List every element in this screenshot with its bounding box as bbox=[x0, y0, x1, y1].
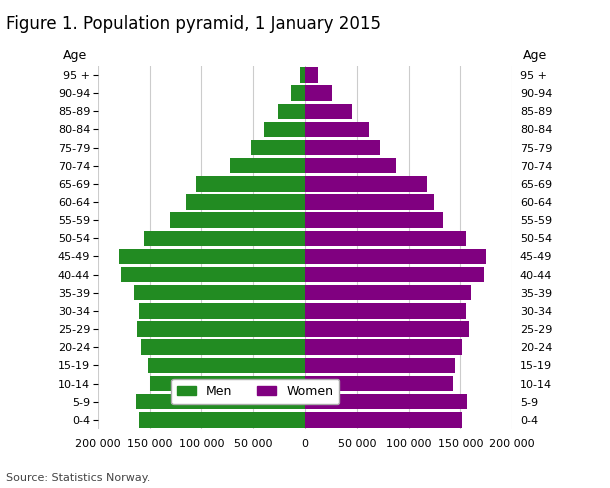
Bar bbox=[170, 212, 305, 228]
Bar bbox=[305, 249, 486, 264]
Bar bbox=[305, 358, 455, 373]
Bar bbox=[305, 67, 318, 82]
Legend: Men, Women: Men, Women bbox=[171, 379, 340, 405]
Bar bbox=[305, 303, 465, 319]
Bar bbox=[305, 340, 462, 355]
Text: Age: Age bbox=[63, 49, 87, 62]
Bar bbox=[305, 140, 379, 155]
Bar bbox=[145, 231, 305, 246]
Bar bbox=[264, 122, 305, 137]
Text: Source: Statistics Norway.: Source: Statistics Norway. bbox=[6, 473, 151, 483]
Text: Figure 1. Population pyramid, 1 January 2015: Figure 1. Population pyramid, 1 January … bbox=[6, 15, 381, 33]
Bar bbox=[305, 176, 427, 192]
Bar bbox=[305, 376, 453, 391]
Bar bbox=[118, 249, 305, 264]
Bar bbox=[139, 412, 305, 427]
Bar bbox=[300, 67, 305, 82]
Bar bbox=[148, 358, 305, 373]
Bar bbox=[186, 194, 305, 210]
Bar bbox=[251, 140, 305, 155]
Bar bbox=[137, 322, 305, 337]
Bar bbox=[305, 122, 369, 137]
Bar bbox=[290, 85, 305, 101]
Bar bbox=[278, 103, 305, 119]
Text: Age: Age bbox=[523, 49, 547, 62]
Bar bbox=[305, 158, 396, 173]
Bar bbox=[305, 194, 434, 210]
Bar bbox=[305, 394, 467, 409]
Bar bbox=[305, 103, 351, 119]
Bar bbox=[305, 285, 471, 301]
Bar bbox=[305, 322, 468, 337]
Bar bbox=[305, 85, 332, 101]
Bar bbox=[134, 285, 305, 301]
Bar bbox=[305, 231, 465, 246]
Bar bbox=[305, 212, 443, 228]
Bar bbox=[139, 303, 305, 319]
Bar bbox=[149, 376, 305, 391]
Bar bbox=[305, 267, 484, 283]
Bar bbox=[136, 394, 305, 409]
Bar bbox=[142, 340, 305, 355]
Bar bbox=[305, 412, 462, 427]
Bar bbox=[196, 176, 305, 192]
Bar bbox=[121, 267, 305, 283]
Bar bbox=[231, 158, 305, 173]
